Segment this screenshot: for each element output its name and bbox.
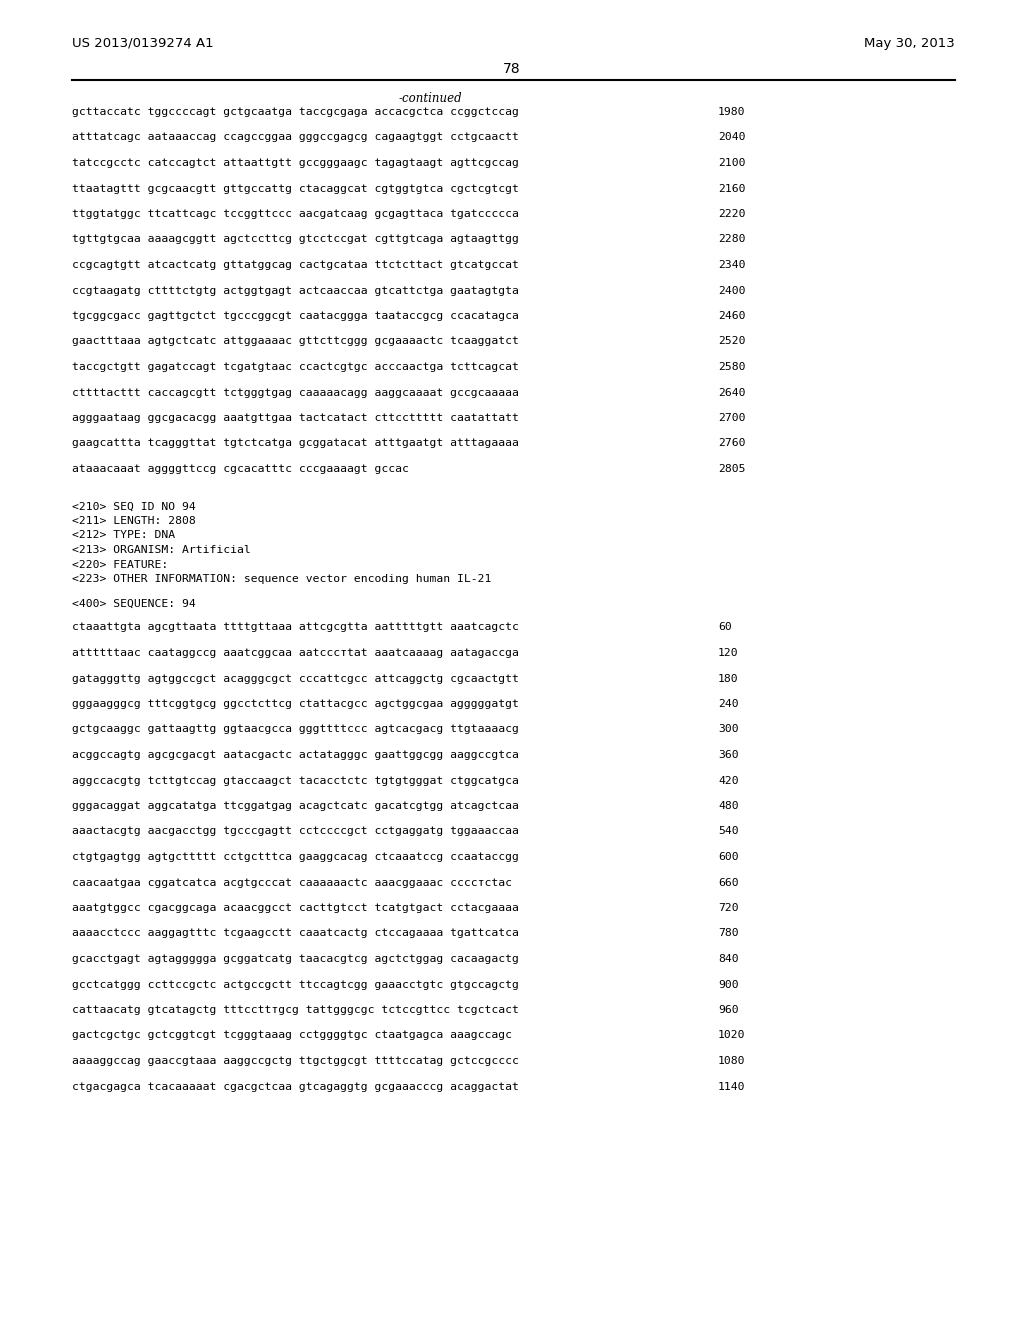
Text: <210> SEQ ID NO 94: <210> SEQ ID NO 94 [72, 502, 196, 511]
Text: 540: 540 [718, 826, 738, 837]
Text: acggccagtg agcgcgacgt aatacgactc actatagggc gaattggcgg aaggccgtca: acggccagtg agcgcgacgt aatacgactc actatag… [72, 750, 519, 760]
Text: gcacctgagt agtaggggga gcggatcatg taacacgtcg agctctggag cacaagactg: gcacctgagt agtaggggga gcggatcatg taacacg… [72, 954, 519, 964]
Text: gcttaccatc tggccccagt gctgcaatga taccgcgaga accacgctca ccggctccag: gcttaccatc tggccccagt gctgcaatga taccgcg… [72, 107, 519, 117]
Text: US 2013/0139274 A1: US 2013/0139274 A1 [72, 37, 214, 50]
Text: 600: 600 [718, 851, 738, 862]
Text: 2160: 2160 [718, 183, 745, 194]
Text: ctaaattgta agcgttaata ttttgttaaa attcgcgtta aatttttgtt aaatcagctc: ctaaattgta agcgttaata ttttgttaaa attcgcg… [72, 623, 519, 632]
Text: atttatcagc aataaaccag ccagccggaa gggccgagcg cagaagtggt cctgcaactt: atttatcagc aataaaccag ccagccggaa gggccga… [72, 132, 519, 143]
Text: 2760: 2760 [718, 438, 745, 449]
Text: 60: 60 [718, 623, 732, 632]
Text: 360: 360 [718, 750, 738, 760]
Text: attttttaac caataggccg aaatcggcaa aatcccтtat aaatcaaaag aatagaccga: attttttaac caataggccg aaatcggcaa aatcccт… [72, 648, 519, 657]
Text: gactcgctgc gctcggtcgt tcgggtaaag cctggggtgc ctaatgagca aaagccagc: gactcgctgc gctcggtcgt tcgggtaaag cctgggg… [72, 1031, 512, 1040]
Text: 660: 660 [718, 878, 738, 887]
Text: aaaaggccag gaaccgtaaa aaggccgctg ttgctggcgt ttttccatag gctccgcccc: aaaaggccag gaaccgtaaa aaggccgctg ttgctgg… [72, 1056, 519, 1067]
Text: 2040: 2040 [718, 132, 745, 143]
Text: ctgacgagca tcacaaaaat cgacgctcaa gtcagaggtg gcgaaacccg acaggactat: ctgacgagca tcacaaaaat cgacgctcaa gtcagag… [72, 1081, 519, 1092]
Text: 240: 240 [718, 700, 738, 709]
Text: 2340: 2340 [718, 260, 745, 271]
Text: May 30, 2013: May 30, 2013 [864, 37, 955, 50]
Text: taccgctgtt gagatccagt tcgatgtaac ccactcgtgc acccaactga tcttcagcat: taccgctgtt gagatccagt tcgatgtaac ccactcg… [72, 362, 519, 372]
Text: ccgtaagatg cttttctgtg actggtgagt actcaaccaa gtcattctga gaatagtgta: ccgtaagatg cttttctgtg actggtgagt actcaac… [72, 285, 519, 296]
Text: ttggtatggc ttcattcagc tccggttccc aacgatcaag gcgagttaca tgatccccca: ttggtatggc ttcattcagc tccggttccc aacgatc… [72, 209, 519, 219]
Text: ccgcagtgtt atcactcatg gttatggcag cactgcataa ttctcttact gtcatgccat: ccgcagtgtt atcactcatg gttatggcag cactgca… [72, 260, 519, 271]
Text: 2280: 2280 [718, 235, 745, 244]
Text: 720: 720 [718, 903, 738, 913]
Text: <213> ORGANISM: Artificial: <213> ORGANISM: Artificial [72, 545, 251, 554]
Text: 900: 900 [718, 979, 738, 990]
Text: 1080: 1080 [718, 1056, 745, 1067]
Text: 2640: 2640 [718, 388, 745, 397]
Text: <212> TYPE: DNA: <212> TYPE: DNA [72, 531, 175, 540]
Text: 1980: 1980 [718, 107, 745, 117]
Text: 2520: 2520 [718, 337, 745, 346]
Text: ataaacaaat aggggttccg cgcacatttc cccgaaaagt gccac: ataaacaaat aggggttccg cgcacatttc cccgaaa… [72, 465, 409, 474]
Text: 1140: 1140 [718, 1081, 745, 1092]
Text: cttttacttt caccagcgtt tctgggtgag caaaaacagg aaggcaaaat gccgcaaaaa: cttttacttt caccagcgtt tctgggtgag caaaaac… [72, 388, 519, 397]
Text: 2100: 2100 [718, 158, 745, 168]
Text: 300: 300 [718, 725, 738, 734]
Text: tatccgcctc catccagtct attaattgtt gccgggaagc tagagtaagt agttcgccag: tatccgcctc catccagtct attaattgtt gccggga… [72, 158, 519, 168]
Text: 78: 78 [503, 62, 521, 77]
Text: 180: 180 [718, 673, 738, 684]
Text: 120: 120 [718, 648, 738, 657]
Text: aaaacctccc aaggagtttc tcgaagcctt caaatcactg ctccagaaaa tgattcatca: aaaacctccc aaggagtttc tcgaagcctt caaatca… [72, 928, 519, 939]
Text: <211> LENGTH: 2808: <211> LENGTH: 2808 [72, 516, 196, 525]
Text: 480: 480 [718, 801, 738, 810]
Text: <400> SEQUENCE: 94: <400> SEQUENCE: 94 [72, 598, 196, 609]
Text: 1020: 1020 [718, 1031, 745, 1040]
Text: tgcggcgacc gagttgctct tgcccggcgt caatacggga taataccgcg ccacatagca: tgcggcgacc gagttgctct tgcccggcgt caatacg… [72, 312, 519, 321]
Text: cattaacatg gtcatagctg tttccttтgcg tattgggcgc tctccgttcc tcgctcact: cattaacatg gtcatagctg tttccttтgcg tattgg… [72, 1005, 519, 1015]
Text: 2460: 2460 [718, 312, 745, 321]
Text: 960: 960 [718, 1005, 738, 1015]
Text: aggccacgtg tcttgtccag gtaccaagct tacacctctc tgtgtgggat ctggcatgca: aggccacgtg tcttgtccag gtaccaagct tacacct… [72, 776, 519, 785]
Text: gctgcaaggc gattaagttg ggtaacgcca gggttttccc agtcacgacg ttgtaaaacg: gctgcaaggc gattaagttg ggtaacgcca gggtttt… [72, 725, 519, 734]
Text: aaatgtggcc cgacggcaga acaacggcct cacttgtcct tcatgtgact cctacgaaaa: aaatgtggcc cgacggcaga acaacggcct cacttgt… [72, 903, 519, 913]
Text: <223> OTHER INFORMATION: sequence vector encoding human IL-21: <223> OTHER INFORMATION: sequence vector… [72, 574, 492, 583]
Text: 2220: 2220 [718, 209, 745, 219]
Text: gaactttaaa agtgctcatc attggaaaac gttcttcggg gcgaaaactc tcaaggatct: gaactttaaa agtgctcatc attggaaaac gttcttc… [72, 337, 519, 346]
Text: gcctcatggg ccttccgctc actgccgctt ttccagtcgg gaaacctgtc gtgccagctg: gcctcatggg ccttccgctc actgccgctt ttccagt… [72, 979, 519, 990]
Text: tgttgtgcaa aaaagcggtt agctccttcg gtcctccgat cgttgtcaga agtaagttgg: tgttgtgcaa aaaagcggtt agctccttcg gtcctcc… [72, 235, 519, 244]
Text: caacaatgaa cggatcatca acgtgcccat caaaaaactc aaacggaaac ccccтctac: caacaatgaa cggatcatca acgtgcccat caaaaaa… [72, 878, 512, 887]
Text: 2805: 2805 [718, 465, 745, 474]
Text: 2700: 2700 [718, 413, 745, 422]
Text: gggacaggat aggcatatga ttcggatgag acagctcatc gacatcgtgg atcagctcaa: gggacaggat aggcatatga ttcggatgag acagctc… [72, 801, 519, 810]
Text: ttaatagttt gcgcaacgtt gttgccattg ctacaggcat cgtggtgtca cgctcgtcgt: ttaatagttt gcgcaacgtt gttgccattg ctacagg… [72, 183, 519, 194]
Text: 2580: 2580 [718, 362, 745, 372]
Text: gatagggttg agtggccgct acagggcgct cccattcgcc attcaggctg cgcaactgtt: gatagggttg agtggccgct acagggcgct cccattc… [72, 673, 519, 684]
Text: ctgtgagtgg agtgcttttt cctgctttca gaaggcacag ctcaaatccg ccaataccgg: ctgtgagtgg agtgcttttt cctgctttca gaaggca… [72, 851, 519, 862]
Text: 2400: 2400 [718, 285, 745, 296]
Text: <220> FEATURE:: <220> FEATURE: [72, 560, 168, 569]
Text: agggaataag ggcgacacgg aaatgttgaa tactcatact cttccttttt caatattatt: agggaataag ggcgacacgg aaatgttgaa tactcat… [72, 413, 519, 422]
Text: aaactacgtg aacgacctgg tgcccgagtt cctccccgct cctgaggatg tggaaaccaa: aaactacgtg aacgacctgg tgcccgagtt cctcccc… [72, 826, 519, 837]
Text: 840: 840 [718, 954, 738, 964]
Text: -continued: -continued [398, 92, 462, 106]
Text: gggaagggcg tttcggtgcg ggcctcttcg ctattacgcc agctggcgaa agggggatgt: gggaagggcg tttcggtgcg ggcctcttcg ctattac… [72, 700, 519, 709]
Text: gaagcattta tcagggttat tgtctcatga gcggatacat atttgaatgt atttagaaaa: gaagcattta tcagggttat tgtctcatga gcggata… [72, 438, 519, 449]
Text: 780: 780 [718, 928, 738, 939]
Text: 420: 420 [718, 776, 738, 785]
